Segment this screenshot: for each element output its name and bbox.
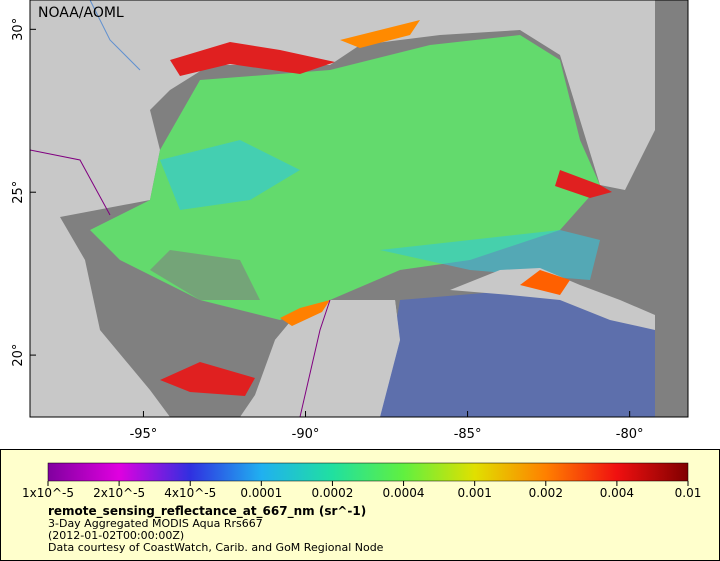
colorbar-tick-label: 0.004 <box>600 486 634 500</box>
lat-tick-label: 25° <box>11 181 26 204</box>
lon-tick-label: -90° <box>292 427 320 442</box>
lon-tick-label: -95° <box>130 427 158 442</box>
colorbar-tick-label: 0.0001 <box>240 486 282 500</box>
variable-label: remote_sensing_reflectance_at_667_nm (sr… <box>48 504 366 519</box>
lat-tick-label: 30° <box>11 18 26 41</box>
colorbar-tick-label: 0.001 <box>457 486 491 500</box>
map-image <box>30 0 688 417</box>
lon-tick-label: -80° <box>616 427 644 442</box>
colorbar-tick-label: 4x10^-5 <box>164 486 216 500</box>
map-frame <box>29 0 689 418</box>
time-label: (2012-01-02T00:00:00Z) <box>48 529 184 542</box>
colorbar-tick-label: 0.0004 <box>383 486 425 500</box>
lon-tick-label: -85° <box>454 427 482 442</box>
colorbar-tick-label: 0.01 <box>675 486 702 500</box>
colorbar-tick-label: 0.0002 <box>311 486 353 500</box>
colorbar-tick-label: 1x10^-5 <box>22 486 74 500</box>
dataset-label: 3-Day Aggregated MODIS Aqua Rrs667 <box>48 517 263 530</box>
colorbar-tick-label: 2x10^-5 <box>93 486 145 500</box>
colorbar <box>47 462 689 482</box>
source-label: NOAA/AOML <box>38 5 124 21</box>
lat-tick-label: 20° <box>11 344 26 367</box>
credit-label: Data courtesy of CoastWatch, Carib. and … <box>48 541 384 554</box>
colorbar-tick-label: 0.002 <box>529 486 563 500</box>
